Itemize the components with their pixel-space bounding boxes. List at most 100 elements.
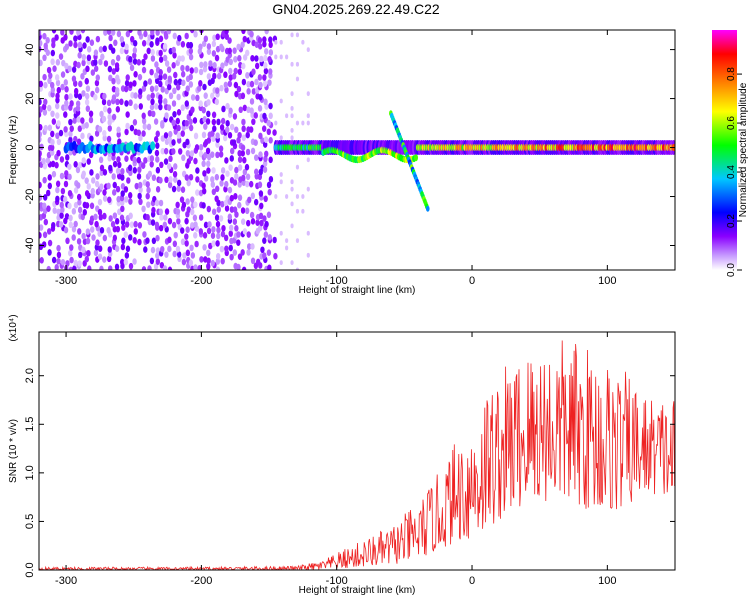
- spectrogram-cell: [114, 245, 120, 252]
- spectrogram-cell: [64, 170, 69, 177]
- spectrogram-cell: [290, 32, 294, 38]
- spectrogram-cell: [89, 169, 94, 176]
- spectrogram-cell: [210, 259, 215, 267]
- spectrogram-cell: [46, 265, 51, 270]
- spectrogram-cell: [251, 68, 256, 76]
- spectrogram-cell: [145, 192, 150, 200]
- spectrogram-cell: [195, 167, 200, 174]
- spectrogram-cell: [103, 60, 109, 67]
- spectrogram-cell: [279, 98, 283, 104]
- spectrogram-cell: [219, 43, 224, 51]
- snr-series-line: [39, 340, 675, 570]
- spectrogram-cell: [212, 62, 217, 69]
- spectrogram-cell: [242, 35, 247, 43]
- spectrogram-cell: [231, 139, 237, 146]
- spectrogram-cell: [60, 71, 66, 78]
- spectrogram-cell: [413, 154, 418, 162]
- spectrogram-cell: [143, 30, 148, 38]
- spectrogram-cell: [62, 195, 68, 203]
- y-tick-label: 40: [24, 43, 36, 55]
- spectrogram-cell: [167, 83, 172, 91]
- spectrogram-cell: [59, 172, 65, 180]
- spectrogram-cell: [264, 220, 269, 228]
- spectrogram-cell: [102, 189, 107, 196]
- spectrogram-cell: [84, 92, 90, 100]
- x-tick-label: 100: [598, 575, 616, 587]
- spectrogram-cell: [225, 126, 230, 134]
- spectrogram-cell: [190, 106, 195, 114]
- spectrogram-cell: [180, 238, 186, 246]
- spectrogram-cell: [190, 208, 195, 216]
- spectrogram-cell: [274, 194, 278, 199]
- spectrogram-cell: [279, 172, 283, 177]
- spectrogram-cell: [246, 88, 251, 95]
- spectrogram-cell: [150, 98, 155, 106]
- spectrogram-cell: [214, 98, 219, 106]
- spectrogram-cell: [162, 265, 168, 270]
- spectrogram-x-axis-label: Height of straight line (km): [299, 285, 416, 296]
- spectrogram-cell: [163, 158, 169, 165]
- spectrogram-cell: [42, 202, 47, 210]
- spectrogram-cell: [141, 85, 147, 92]
- spectrogram-cell: [56, 244, 61, 252]
- spectrogram-cell: [47, 182, 53, 190]
- spectrogram-cell: [301, 39, 305, 45]
- spectrogram-cell: [188, 41, 194, 49]
- spectrogram-cell: [193, 132, 199, 140]
- spectrogram-cell: [301, 208, 305, 214]
- spectrogram-cell: [86, 183, 91, 190]
- spectrogram-cell: [216, 72, 222, 80]
- spectrogram-cell: [71, 225, 77, 233]
- spectrogram-cell: [236, 85, 242, 93]
- spectrogram-cell: [136, 58, 142, 66]
- spectrogram-cell: [42, 231, 48, 239]
- spectrogram-cell: [167, 217, 173, 225]
- spectrogram-cell: [132, 236, 137, 244]
- spectrogram-cell: [193, 231, 198, 239]
- spectrogram-cell: [158, 208, 164, 216]
- spectrogram-cell: [306, 120, 310, 126]
- spectrogram-cell: [155, 142, 160, 149]
- spectrogram-cell: [102, 234, 108, 242]
- spectrogram-cell: [110, 220, 116, 228]
- spectrogram-cell: [246, 231, 251, 238]
- spectrogram-cell: [201, 40, 207, 47]
- spectrogram-cell: [155, 234, 160, 242]
- spectrogram-cell: [136, 173, 142, 180]
- spectrogram-cell: [155, 185, 161, 193]
- spectrogram-cell: [241, 30, 246, 35]
- spectrogram-cell: [158, 74, 163, 81]
- spectrogram-cell: [245, 72, 250, 79]
- spectrogram-cell: [91, 234, 96, 241]
- spectrogram-cell: [85, 228, 91, 235]
- spectrogram-cell: [301, 194, 305, 199]
- spectrogram-cell: [155, 30, 160, 36]
- spectrogram-cell: [180, 41, 186, 48]
- spectrogram-cell: [172, 250, 177, 258]
- spectrogram-cell: [132, 258, 137, 265]
- spectrogram-cell: [242, 104, 247, 112]
- spectrogram-cell: [107, 65, 113, 73]
- spectrogram-cell: [42, 176, 47, 184]
- spectrogram-cell: [42, 109, 48, 116]
- spectrogram-cell: [182, 252, 187, 259]
- spectrogram-cell: [60, 83, 65, 91]
- spectrogram-cell: [163, 98, 168, 105]
- spectrogram-cell: [211, 50, 217, 57]
- spectrogram-cell: [279, 179, 283, 185]
- spectrogram-cell: [162, 42, 168, 50]
- spectrogram-cell: [125, 122, 130, 130]
- spectrogram-cell: [84, 122, 89, 129]
- spectrogram-cell: [258, 93, 263, 101]
- spectrogram-cell: [64, 43, 70, 51]
- spectrogram-cell: [234, 224, 239, 232]
- spectrogram-cell: [180, 64, 185, 72]
- y-tick-label: 2.0: [24, 368, 36, 383]
- spectrogram-cell: [227, 213, 233, 221]
- spectrogram-cell: [119, 36, 125, 43]
- y-tick-label: 0: [24, 144, 36, 150]
- spectrogram-cell: [153, 118, 159, 125]
- spectrogram-cell: [126, 177, 131, 184]
- spectrogram-cell: [285, 245, 289, 251]
- spectrogram-cell: [306, 113, 310, 119]
